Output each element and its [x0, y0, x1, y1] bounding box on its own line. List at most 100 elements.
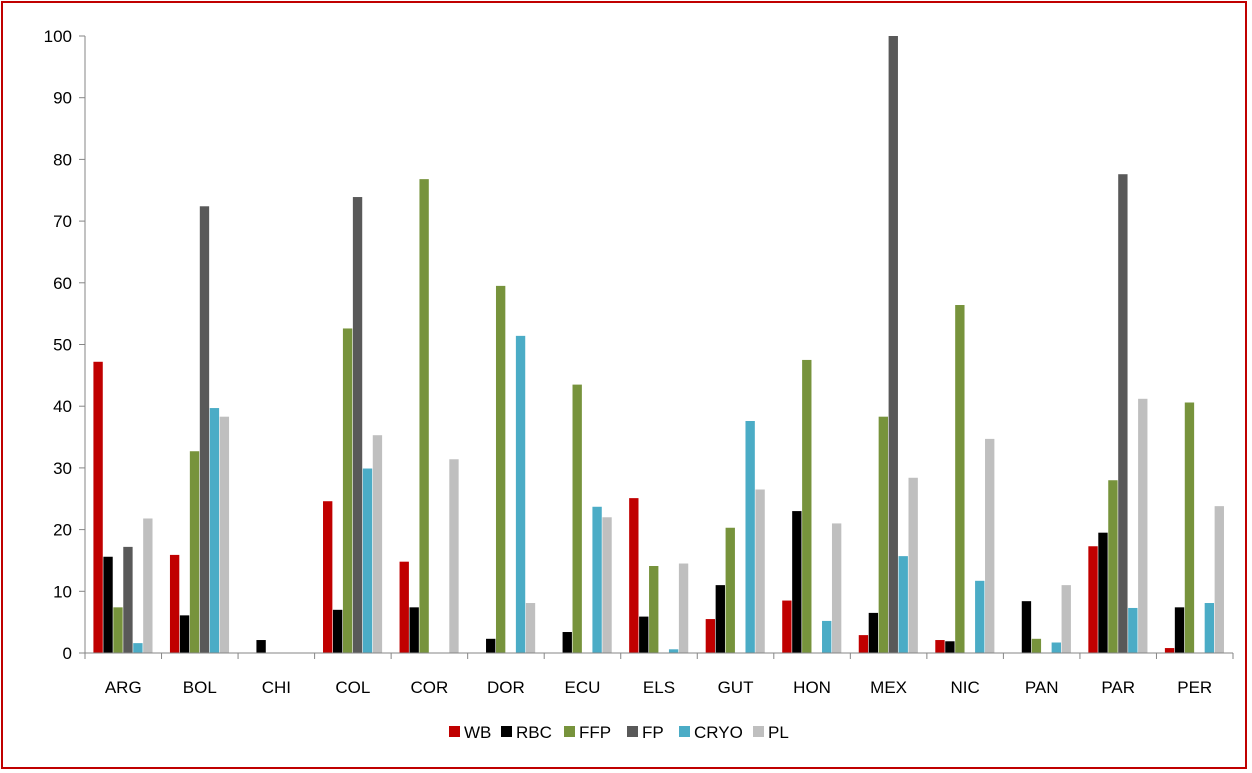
y-tick-label: 20	[53, 521, 72, 540]
bar-wb-par	[1088, 546, 1098, 653]
bar-cryo-pan	[1051, 642, 1061, 653]
y-tick-label: 40	[53, 397, 72, 416]
bar-ffp-els	[649, 566, 659, 653]
legend-swatch-pl	[753, 726, 764, 737]
bar-cryo-gut	[745, 421, 755, 653]
bar-pl-par	[1138, 398, 1148, 653]
legend-swatch-wb	[449, 726, 460, 737]
bar-rbc-per	[1174, 607, 1185, 653]
bar-pl-bol	[219, 416, 230, 653]
bar-wb-els	[629, 498, 639, 653]
bar-cryo-bol	[209, 408, 220, 653]
legend-label-rbc: RBC	[516, 723, 552, 742]
x-tick-label: BOL	[183, 678, 217, 697]
bar-ffp-dor	[495, 285, 506, 653]
x-tick-label: ARG	[105, 678, 142, 697]
bar-rbc-nic	[945, 641, 955, 653]
bar-wb-col	[323, 501, 333, 653]
bar-wb-arg	[93, 361, 103, 653]
bar-ffp-bol	[189, 451, 200, 653]
bar-rbc-gut	[715, 585, 725, 653]
legend-swatch-rbc	[501, 726, 512, 737]
bar-rbc-chi	[256, 640, 266, 653]
x-tick-label: HON	[793, 678, 831, 697]
x-tick-label: PAN	[1025, 678, 1059, 697]
legend-label-cryo: CRYO	[694, 723, 743, 742]
legend-swatch-fp	[627, 726, 638, 737]
bar-pl-per	[1214, 506, 1224, 653]
x-tick-label: GUT	[718, 678, 754, 697]
bar-ffp-mex	[878, 416, 888, 653]
x-tick-label: DOR	[487, 678, 525, 697]
bar-wb-gut	[705, 619, 716, 653]
x-tick-label: ECU	[565, 678, 601, 697]
bar-rbc-ecu	[562, 632, 572, 653]
bar-rbc-cor	[409, 607, 419, 653]
x-tick-label: COR	[411, 678, 449, 697]
y-tick-label: 80	[53, 150, 72, 169]
bar-ffp-nic	[955, 305, 965, 653]
x-tick-label: CHI	[262, 678, 291, 697]
bar-rbc-arg	[103, 556, 113, 653]
bar-pl-els	[678, 563, 689, 653]
x-tick-label: COL	[335, 678, 370, 697]
legend-swatch-ffp	[564, 726, 575, 737]
bar-wb-hon	[782, 600, 792, 653]
bar-pl-ecu	[602, 517, 612, 653]
bar-ffp-hon	[802, 359, 812, 653]
legend-label-wb: WB	[464, 723, 491, 742]
x-tick-label: ELS	[643, 678, 675, 697]
bar-wb-mex	[858, 635, 869, 653]
x-tick-label: PER	[1177, 678, 1212, 697]
bar-cryo-nic	[975, 580, 985, 653]
bar-pl-col	[372, 435, 383, 653]
bar-cryo-ecu	[592, 506, 602, 653]
bar-pl-gut	[755, 489, 765, 653]
x-tick-label: PAR	[1101, 678, 1135, 697]
bar-rbc-els	[639, 616, 649, 653]
y-tick-label: 30	[53, 459, 72, 478]
bar-ffp-per	[1184, 402, 1195, 653]
bar-pl-pan	[1061, 585, 1071, 653]
bar-cryo-hon	[822, 620, 832, 653]
legend-swatch-cryo	[679, 726, 690, 737]
y-tick-label: 100	[44, 27, 72, 46]
bar-ffp-gut	[725, 527, 735, 653]
bar-fp-mex	[888, 36, 898, 653]
bar-fp-arg	[123, 546, 133, 653]
y-tick-label: 60	[53, 274, 72, 293]
axes-layer: 0 10 20 30 40 50 60 70 80 90 100 ARG BOL CHI COL COR DOR…	[44, 27, 1234, 697]
legend-label-fp: FP	[642, 723, 664, 742]
x-tick-label: MEX	[870, 678, 907, 697]
bar-pl-dor	[525, 603, 536, 653]
bar-ffp-pan	[1031, 638, 1042, 653]
bar-rbc-hon	[792, 511, 802, 653]
bar-wb-cor	[399, 561, 409, 653]
bar-pl-arg	[143, 518, 153, 653]
bar-fp-par	[1118, 174, 1128, 653]
bar-cryo-mex	[898, 556, 908, 653]
bar-fp-bol	[199, 206, 210, 654]
x-tick-label: NIC	[950, 678, 979, 697]
y-tick-label: 70	[53, 212, 72, 231]
bar-ffp-col	[342, 328, 353, 653]
bar-wb-per	[1164, 648, 1175, 653]
bar-rbc-pan	[1021, 601, 1032, 653]
bar-ffp-ecu	[572, 384, 582, 653]
bar-rbc-mex	[868, 612, 879, 653]
legend-label-ffp: FFP	[579, 723, 611, 742]
bar-ffp-arg	[113, 607, 123, 653]
y-tick-label: 0	[63, 644, 72, 663]
bar-cryo-col	[362, 468, 373, 653]
y-tick-label: 90	[53, 89, 72, 108]
bar-cryo-per	[1204, 603, 1215, 653]
bar-cryo-par	[1128, 607, 1138, 653]
bar-rbc-par	[1098, 532, 1108, 653]
bar-ffp-cor	[419, 179, 429, 653]
bar-wb-bol	[169, 554, 180, 653]
bar-pl-mex	[908, 477, 918, 653]
bar-rbc-bol	[179, 615, 190, 653]
bar-ffp-par	[1108, 480, 1118, 653]
bar-wb-nic	[935, 640, 945, 653]
